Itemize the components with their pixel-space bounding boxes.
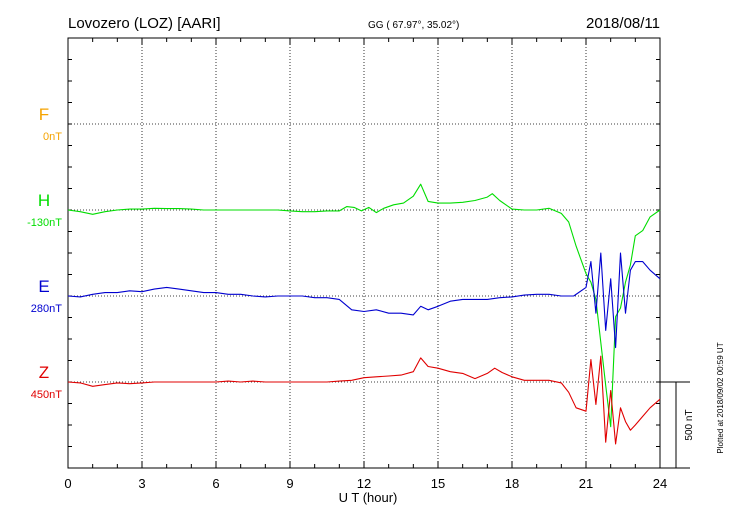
- component-name-e: E: [38, 277, 49, 296]
- plot-frame: [67, 37, 661, 469]
- station-coordinates: GG ( 67.97°, 35.02°): [368, 20, 459, 31]
- baseline-label-e: 280nT: [31, 303, 62, 315]
- plot-timestamp: Plotted at 2018/09/02 00:59 UT: [716, 342, 725, 453]
- scale-bar-label: 500 nT: [684, 409, 695, 440]
- x-tick-labels: 0 3 6 9 12 15 18 21 24: [64, 476, 667, 491]
- x-tick-label: 21: [579, 476, 593, 491]
- x-tick-label: 3: [138, 476, 145, 491]
- baseline-label-z: 450nT: [31, 389, 62, 401]
- x-tick-marks: [67, 38, 661, 468]
- baseline-ticks: [68, 37, 660, 469]
- chart-date: 2018/08/11: [586, 15, 660, 32]
- station-title: Lovozero (LOZ) [AARI]: [68, 15, 221, 32]
- component-name-z: Z: [39, 363, 49, 382]
- baseline-label-h: -130nT: [27, 217, 62, 229]
- component-name-f: F: [39, 105, 49, 124]
- series-line-z: [67, 355, 661, 445]
- baseline-label-f: 0nT: [43, 131, 62, 143]
- series-line-e: [67, 252, 661, 349]
- component-labels: F 0nT H -130nT E 280nT Z 450nT: [27, 105, 62, 401]
- x-tick-label: 12: [357, 476, 371, 491]
- series-line-h: [67, 183, 661, 428]
- x-tick-label: 18: [505, 476, 519, 491]
- x-tick-label: 15: [431, 476, 445, 491]
- component-name-h: H: [38, 191, 50, 210]
- x-tick-label: 24: [653, 476, 667, 491]
- x-tick-label: 6: [212, 476, 219, 491]
- scale-bar: [660, 381, 690, 469]
- data-series: [67, 183, 661, 445]
- grid-lines: [68, 38, 660, 468]
- x-tick-label: 9: [286, 476, 293, 491]
- x-axis-label: U T (hour): [339, 490, 398, 505]
- x-tick-label: 0: [64, 476, 71, 491]
